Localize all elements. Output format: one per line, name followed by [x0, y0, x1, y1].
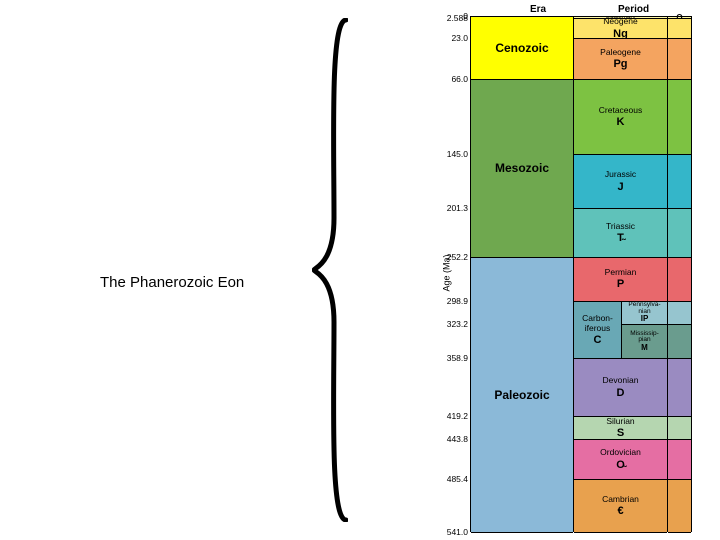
- period-jurassic: JurassicJ: [574, 155, 667, 209]
- subperiod-pennsylvanian: Pennsylva-nianIP: [622, 302, 667, 325]
- eon-title: The Phanerozoic Eon: [100, 274, 244, 291]
- tick-541: 541.0: [447, 527, 468, 537]
- period-permian: PermianP: [574, 258, 667, 303]
- tick-2.588: 2.588: [447, 13, 468, 23]
- period-paleogene: PaleogenePg: [574, 39, 667, 80]
- tick-145: 145.0: [447, 149, 468, 159]
- tick-443.8: 443.8: [447, 434, 468, 444]
- tick-201.3: 201.3: [447, 203, 468, 213]
- geologic-timescale-chart: Era Period Age (Ma) 02.58823.066.0145.02…: [470, 4, 692, 536]
- period-cambrian: Cambrian€: [574, 480, 667, 533]
- period-neogene: NeogeneNg: [574, 19, 667, 38]
- era-cenozoic: Cenozoic: [471, 17, 573, 80]
- tick-23: 23.0: [451, 33, 468, 43]
- tick-419.2: 419.2: [447, 411, 468, 421]
- period-column: QuaternaryNeogeneNgPaleogenePgCretaceous…: [574, 16, 668, 532]
- period-carboniferous: Carbon-iferousCPennsylva-nianIPMississip…: [574, 302, 667, 359]
- period-triassic: TriassicT̴: [574, 209, 667, 258]
- era-column: CenozoicMesozoicPaleozoic: [470, 16, 574, 532]
- tick-485.4: 485.4: [447, 474, 468, 484]
- era-paleozoic: Paleozoic: [471, 258, 573, 533]
- era-mesozoic: Mesozoic: [471, 80, 573, 258]
- period-devonian: DevonianD: [574, 359, 667, 417]
- age-ticks: 02.58823.066.0145.0201.3252.2298.9323.23…: [444, 4, 470, 534]
- period-cretaceous: CretaceousK: [574, 80, 667, 155]
- curly-brace: [312, 18, 348, 522]
- subperiod-mississippian: Mississip-pianM: [622, 325, 667, 359]
- subperiod-column: Q: [668, 16, 692, 532]
- tick-323.2: 323.2: [447, 319, 468, 329]
- tick-358.9: 358.9: [447, 353, 468, 363]
- column-headers: Era Period: [470, 4, 692, 14]
- period-ordovician: OrdovicianO̴: [574, 440, 667, 480]
- tick-252.2: 252.2: [447, 252, 468, 262]
- tick-66: 66.0: [451, 74, 468, 84]
- tick-298.9: 298.9: [447, 296, 468, 306]
- period-silurian: SilurianS: [574, 417, 667, 440]
- header-era: Era: [530, 4, 546, 15]
- header-period: Period: [618, 4, 649, 15]
